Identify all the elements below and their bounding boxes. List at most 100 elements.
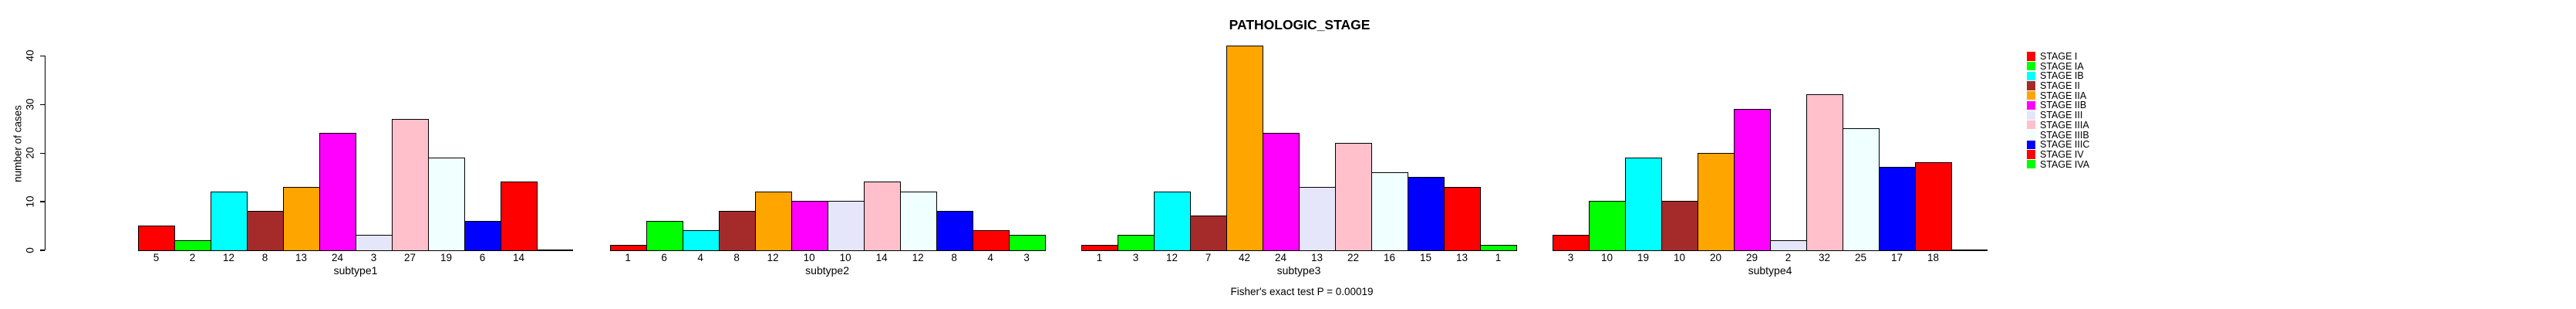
legend-label: STAGE IB bbox=[2040, 70, 2084, 82]
bar-value-label: 32 bbox=[1818, 251, 1831, 263]
bar-value-label: 20 bbox=[1709, 251, 1722, 263]
bar-value-label: 24 bbox=[331, 251, 344, 263]
bar-stage-iiib bbox=[899, 191, 937, 251]
legend-label: STAGE IIIC bbox=[2040, 139, 2090, 150]
bar-value-label: 18 bbox=[1927, 251, 1940, 263]
bar-stage-iiic bbox=[1879, 167, 1916, 251]
bar-stage-iv bbox=[1915, 162, 1952, 251]
bar-value-label: 24 bbox=[1274, 251, 1287, 263]
y-tick-label: 20 bbox=[24, 147, 36, 159]
bar-value-label: 8 bbox=[951, 251, 957, 263]
bar-value-label: 13 bbox=[1455, 251, 1468, 263]
bar-stage-iiia bbox=[1806, 94, 1843, 251]
bar-value-label: 1 bbox=[1495, 251, 1502, 263]
legend-swatch bbox=[2027, 160, 2036, 169]
bar-value-label: 16 bbox=[1383, 251, 1396, 263]
y-axis-label: number of cases bbox=[12, 105, 24, 182]
bar-stage-iia bbox=[283, 186, 320, 251]
bar-value-label: 3 bbox=[1023, 251, 1030, 263]
bar-stage-iia bbox=[1698, 152, 1735, 251]
bar-stage-ia bbox=[1589, 201, 1626, 251]
bar-value-label: 27 bbox=[403, 251, 416, 263]
bar-stage-iib bbox=[1263, 133, 1300, 251]
bar-value-label: 6 bbox=[479, 251, 486, 263]
bar-stage-iia bbox=[1226, 46, 1263, 251]
bar-stage-ib bbox=[1154, 191, 1191, 251]
bar-stage-iiic bbox=[1408, 176, 1445, 251]
bar-stage-iva bbox=[1480, 245, 1517, 251]
bar-value-label: 3 bbox=[1567, 251, 1574, 263]
bar-stage-iiib bbox=[1371, 171, 1408, 251]
bar-stage-iva bbox=[1008, 235, 1046, 251]
legend-swatch bbox=[2027, 130, 2036, 140]
legend-swatch bbox=[2027, 150, 2036, 159]
y-tick bbox=[39, 152, 45, 154]
bar-stage-iii bbox=[1299, 186, 1336, 251]
legend-label: STAGE III bbox=[2040, 109, 2083, 121]
bar-value-label: 3 bbox=[370, 251, 377, 263]
bar-stage-iiic bbox=[936, 211, 973, 251]
legend-swatch bbox=[2027, 121, 2036, 130]
bar-stage-iib bbox=[1734, 108, 1771, 251]
legend-swatch bbox=[2027, 140, 2036, 149]
bar-stage-i bbox=[1081, 245, 1118, 251]
bar-value-label: 19 bbox=[440, 251, 453, 263]
legend-swatch bbox=[2027, 62, 2036, 71]
bar-value-label: 2 bbox=[189, 251, 196, 263]
y-tick bbox=[39, 250, 45, 251]
bar-stage-iii bbox=[356, 235, 393, 251]
bar-stage-ia bbox=[174, 239, 211, 251]
bar-stage-ii bbox=[718, 211, 756, 251]
bar-value-label: 12 bbox=[222, 251, 235, 263]
legend-label: STAGE IA bbox=[2040, 60, 2084, 72]
bar-value-label: 13 bbox=[1310, 251, 1323, 263]
bar-stage-iiib bbox=[428, 157, 465, 251]
y-tick-label: 40 bbox=[24, 49, 36, 62]
bar-stage-iiia bbox=[863, 182, 901, 251]
bar-value-label: 19 bbox=[1637, 251, 1650, 263]
bar-stage-iii bbox=[827, 201, 865, 251]
y-tick bbox=[39, 201, 45, 202]
bar-value-label: 10 bbox=[1600, 251, 1613, 263]
bar-value-label: 1 bbox=[1096, 251, 1103, 263]
bar-stage-ii bbox=[247, 211, 284, 251]
bar-stage-ia bbox=[646, 220, 683, 251]
legend-label: STAGE IIB bbox=[2040, 100, 2087, 111]
bar-stage-iv bbox=[972, 230, 1010, 251]
legend-swatch bbox=[2027, 71, 2036, 80]
bar-stage-i bbox=[1553, 235, 1590, 251]
bar-value-label: 5 bbox=[153, 251, 160, 263]
legend-swatch bbox=[2027, 81, 2036, 90]
bar-value-label: 4 bbox=[987, 251, 993, 263]
bar-stage-iiia bbox=[392, 118, 429, 251]
y-tick-label: 10 bbox=[24, 195, 36, 208]
bar-value-label: 15 bbox=[1419, 251, 1432, 263]
bar-value-label: 4 bbox=[697, 251, 703, 263]
bar-stage-ii bbox=[1661, 201, 1698, 251]
y-tick-label: 0 bbox=[24, 247, 36, 253]
bar-value-label: 3 bbox=[1132, 251, 1139, 263]
bar-stage-i bbox=[138, 225, 175, 251]
bar-value-label: 22 bbox=[1347, 251, 1360, 263]
bar-value-label: 12 bbox=[1165, 251, 1178, 263]
legend-label: STAGE II bbox=[2040, 80, 2080, 91]
legend-label: STAGE IVA bbox=[2040, 158, 2090, 170]
y-tick bbox=[39, 55, 45, 57]
bar-value-label: 2 bbox=[1785, 251, 1792, 263]
bar-value-label: 25 bbox=[1854, 251, 1867, 263]
x-axis-label: subtype3 bbox=[1276, 263, 1321, 277]
x-axis-label: subtype1 bbox=[333, 263, 378, 277]
stat-annotation: Fisher's exact test P = 0.00019 bbox=[1230, 286, 1374, 297]
bar-value-label: 7 bbox=[1205, 251, 1212, 263]
bar-value-label: 14 bbox=[512, 251, 525, 263]
bar-value-label: 8 bbox=[261, 251, 268, 263]
bar-stage-iv bbox=[501, 182, 538, 251]
bar-value-label: 6 bbox=[661, 251, 667, 263]
bar-value-label: 42 bbox=[1238, 251, 1251, 263]
legend-swatch bbox=[2027, 52, 2036, 61]
bar-value-label: 29 bbox=[1745, 251, 1758, 263]
x-axis-label: subtype4 bbox=[1748, 263, 1792, 277]
bar-stage-iib bbox=[319, 133, 356, 251]
bar-value-label: 17 bbox=[1890, 251, 1903, 263]
